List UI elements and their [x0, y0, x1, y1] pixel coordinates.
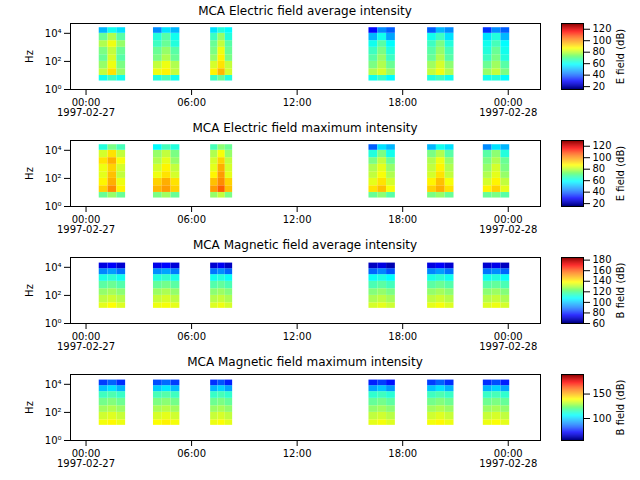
- html-text:MCA Magnetic field maximum int: MCA Magnetic field maximum intensity: [187, 355, 423, 369]
- svg-text:12:00: 12:00: [283, 448, 312, 459]
- svg-text:00:001997-02-28: 00:001997-02-28: [479, 331, 537, 352]
- svg-text:10⁰: 10⁰: [45, 201, 62, 212]
- svg-text:100: 100: [593, 413, 612, 424]
- svg-text:10⁴: 10⁴: [45, 28, 62, 39]
- svg-text:E field (dB): E field (dB): [615, 29, 626, 84]
- svg-text:160: 160: [593, 265, 612, 276]
- svg-text:E field (dB): E field (dB): [615, 146, 626, 201]
- svg-text:00:001997-02-27: 00:001997-02-27: [57, 214, 115, 235]
- svg-text:00:001997-02-28: 00:001997-02-28: [479, 448, 537, 469]
- svg-text:120: 120: [593, 23, 612, 34]
- svg-text:60: 60: [593, 318, 606, 329]
- svg-text:60: 60: [593, 58, 606, 69]
- html-text:MCA Magnetic field average int: MCA Magnetic field average intensity: [192, 238, 418, 252]
- svg-text:40: 40: [593, 69, 606, 80]
- svg-text:10²: 10²: [45, 173, 62, 184]
- svg-text:10⁴: 10⁴: [45, 262, 62, 273]
- svg-text:Hz: Hz: [24, 401, 35, 414]
- svg-text:00:001997-02-27: 00:001997-02-27: [57, 97, 115, 118]
- svg-text:12:00: 12:00: [283, 214, 312, 225]
- svg-text:06:00: 06:00: [177, 97, 206, 108]
- svg-text:80: 80: [593, 46, 606, 57]
- svg-text:00:001997-02-28: 00:001997-02-28: [479, 97, 537, 118]
- svg-text:80: 80: [593, 307, 606, 318]
- svg-text:120: 120: [593, 286, 612, 297]
- svg-text:00:001997-02-27: 00:001997-02-27: [57, 331, 115, 352]
- svg-text:18:00: 18:00: [388, 448, 417, 459]
- svg-text:100: 100: [593, 35, 612, 46]
- svg-text:80: 80: [593, 163, 606, 174]
- svg-text:100: 100: [593, 152, 612, 163]
- svg-text:140: 140: [593, 275, 612, 286]
- svg-text:10⁰: 10⁰: [45, 435, 62, 446]
- svg-text:100: 100: [593, 297, 612, 308]
- svg-text:Hz: Hz: [24, 284, 35, 297]
- svg-text:150: 150: [593, 388, 612, 399]
- svg-text:00:001997-02-28: 00:001997-02-28: [479, 214, 537, 235]
- svg-text:18:00: 18:00: [388, 214, 417, 225]
- svg-text:B field (dB): B field (dB): [615, 380, 626, 436]
- svg-text:10⁰: 10⁰: [45, 318, 62, 329]
- svg-text:20: 20: [593, 198, 606, 209]
- svg-text:180: 180: [593, 254, 612, 265]
- svg-text:Hz: Hz: [24, 167, 35, 180]
- svg-text:40: 40: [593, 186, 606, 197]
- html-text:MCA Electric field average int: MCA Electric field average intensity: [198, 4, 412, 18]
- svg-text:120: 120: [593, 140, 612, 151]
- svg-text:10⁴: 10⁴: [45, 145, 62, 156]
- svg-text:60: 60: [593, 175, 606, 186]
- svg-text:12:00: 12:00: [283, 97, 312, 108]
- svg-text:10²: 10²: [45, 290, 62, 301]
- svg-text:10²: 10²: [45, 56, 62, 67]
- svg-text:06:00: 06:00: [177, 448, 206, 459]
- svg-text:18:00: 18:00: [388, 331, 417, 342]
- svg-text:10⁴: 10⁴: [45, 379, 62, 390]
- svg-text:Hz: Hz: [24, 50, 35, 63]
- svg-text:12:00: 12:00: [283, 331, 312, 342]
- svg-text:20: 20: [593, 81, 606, 92]
- svg-text:18:00: 18:00: [388, 97, 417, 108]
- svg-text:06:00: 06:00: [177, 214, 206, 225]
- svg-text:10²: 10²: [45, 407, 62, 418]
- svg-text:00:001997-02-27: 00:001997-02-27: [57, 448, 115, 469]
- svg-text:06:00: 06:00: [177, 331, 206, 342]
- svg-text:B field (dB): B field (dB): [615, 263, 626, 319]
- svg-text:10⁰: 10⁰: [45, 84, 62, 95]
- html-text:MCA Electric field maximum int: MCA Electric field maximum intensity: [192, 121, 418, 135]
